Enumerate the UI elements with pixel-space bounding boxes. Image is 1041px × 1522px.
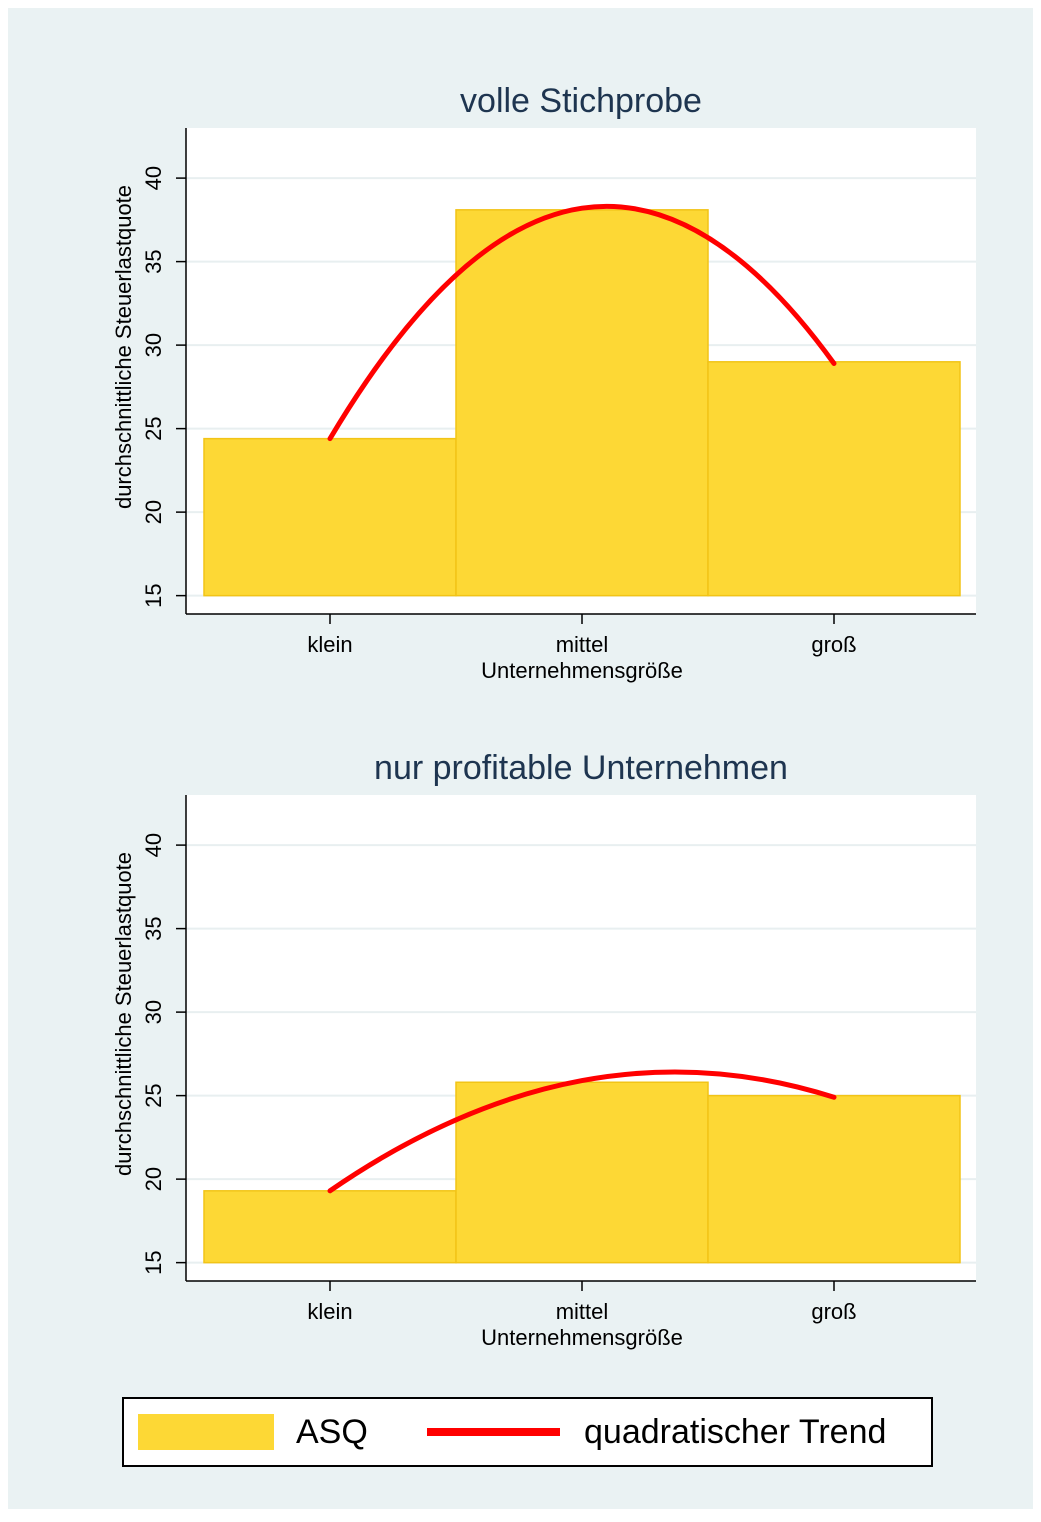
y-tick-label: 35: [141, 249, 166, 273]
y-axis-label: durchschnittliche Steuerlastquote: [111, 852, 136, 1176]
legend-swatch: [138, 1414, 274, 1450]
x-tick-label: klein: [307, 632, 352, 657]
x-tick-label: klein: [307, 1299, 352, 1324]
y-tick-label: 25: [141, 416, 166, 440]
legend: ASQ quadratischer Trend: [122, 1397, 933, 1467]
x-tick-label: mittel: [556, 1299, 609, 1324]
y-tick-label: 40: [141, 833, 166, 857]
chart-title: volle Stichprobe: [460, 82, 702, 120]
x-axis-label: Unternehmensgröße: [481, 658, 683, 683]
bar: [203, 1190, 457, 1264]
y-tick-label: 25: [141, 1083, 166, 1107]
x-tick-label: mittel: [556, 632, 609, 657]
bar: [707, 1094, 961, 1264]
bar: [455, 209, 709, 597]
bar: [455, 1081, 709, 1264]
x-axis-label: Unternehmensgröße: [481, 1325, 683, 1350]
bar: [203, 437, 457, 597]
y-tick-label: 35: [141, 916, 166, 940]
chart-title: nur profitable Unternehmen: [374, 749, 788, 787]
x-tick-label: groß: [811, 632, 856, 657]
y-tick-label: 40: [141, 166, 166, 190]
bar: [707, 361, 961, 597]
panel: nur profitable Unternehmen 15 20 25 30 35 40du…: [111, 749, 976, 1350]
y-tick-label: 20: [141, 500, 166, 524]
legend-label: ASQ: [296, 1413, 368, 1451]
trend-line: [327, 1069, 837, 1194]
y-tick-label: 30: [141, 333, 166, 357]
y-tick-label: 20: [141, 1167, 166, 1191]
panel: volle Stichprobe 15 20 25 30 35 40durchschnitt…: [111, 82, 976, 683]
y-tick-label: 30: [141, 1000, 166, 1024]
legend-label: quadratischer Trend: [584, 1413, 886, 1451]
trend-line: [327, 203, 837, 442]
y-tick-label: 15: [141, 583, 166, 607]
x-tick-label: groß: [811, 1299, 856, 1324]
y-tick-label: 15: [141, 1250, 166, 1274]
y-axis-label: durchschnittliche Steuerlastquote: [111, 185, 136, 509]
